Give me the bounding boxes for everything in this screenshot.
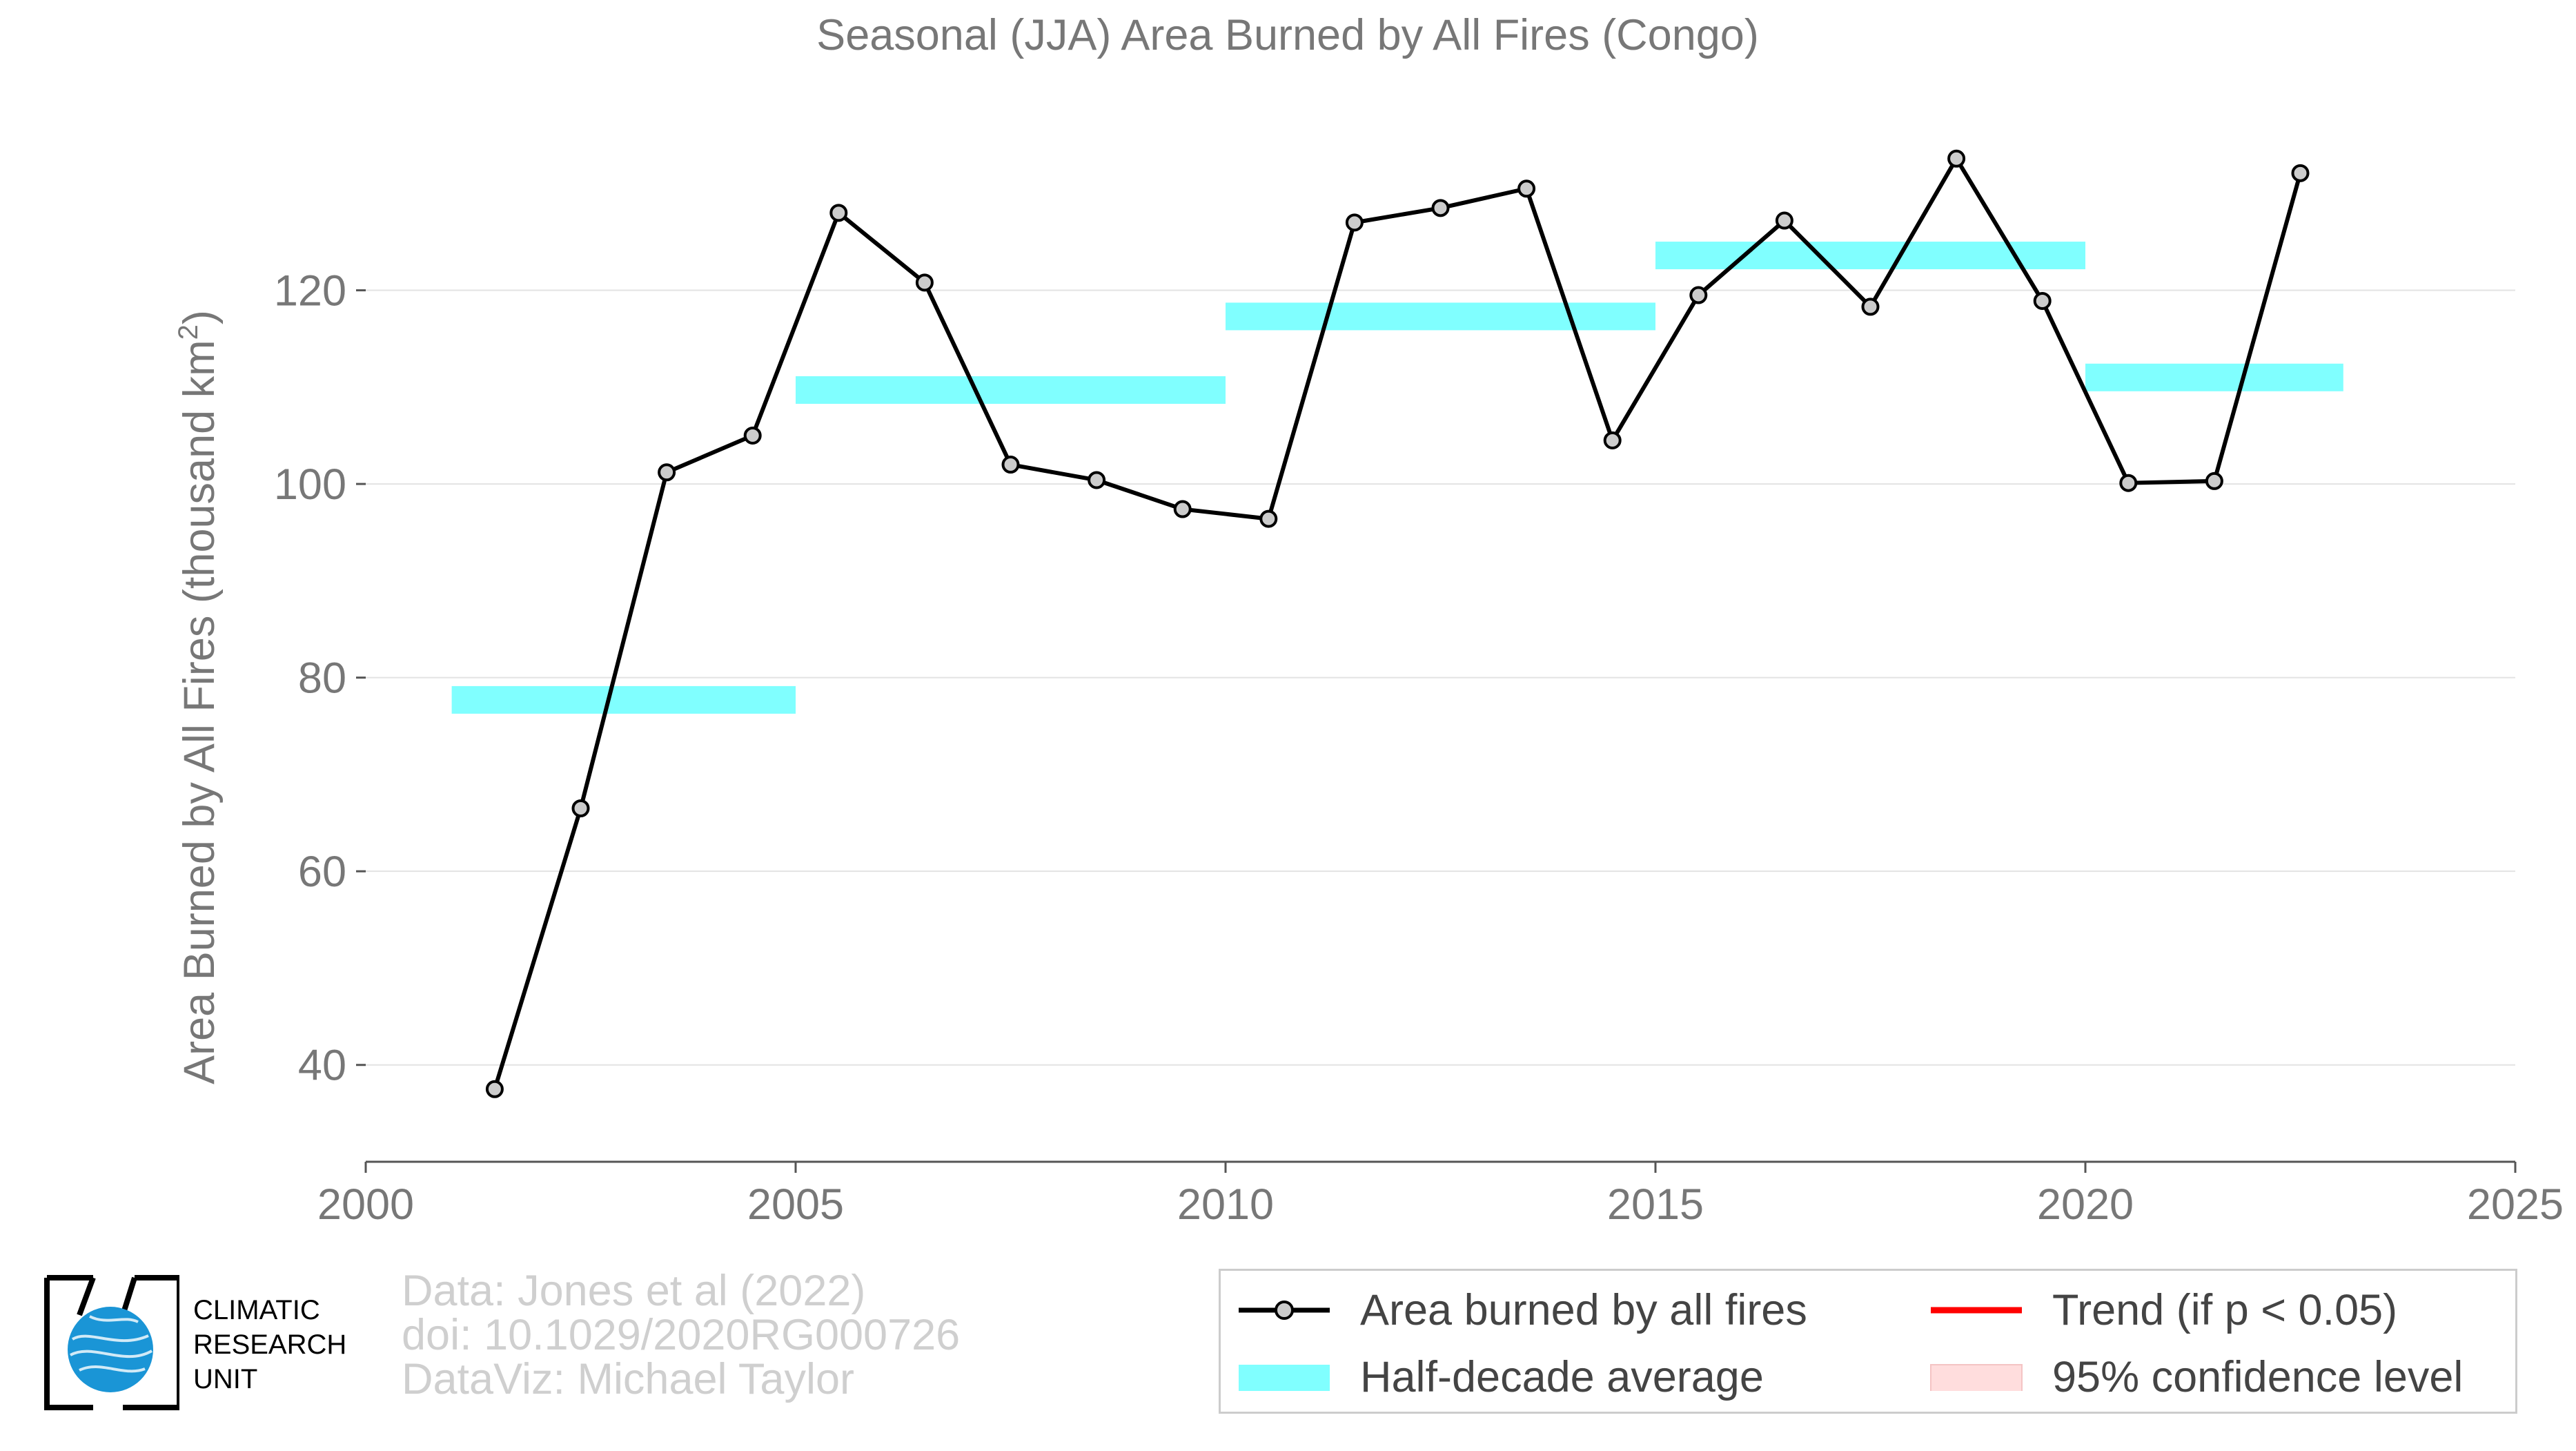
data-point bbox=[658, 463, 676, 482]
legend-item-area-burned: Area burned by all fires bbox=[1236, 1283, 1807, 1338]
half-decade-bar bbox=[1226, 302, 1655, 331]
legend-swatch-confidence bbox=[1930, 1364, 2023, 1391]
y-axis-label-close: ) bbox=[175, 310, 224, 324]
data-point bbox=[1689, 286, 1708, 304]
half-decade-bands bbox=[451, 242, 2343, 714]
y-axis-label: Area Burned by All Fires (thousand km2) bbox=[173, 310, 224, 1084]
footer-doi: doi: 10.1029/2020RG000726 bbox=[402, 1311, 961, 1359]
y-tick-label: 40 bbox=[298, 1042, 346, 1090]
cru-globe-icon bbox=[44, 1275, 182, 1410]
data-point bbox=[485, 1080, 504, 1098]
x-tick-label: 2015 bbox=[1607, 1180, 1704, 1229]
half-decade-bar bbox=[2085, 363, 2343, 391]
logo-line-2: RESEARCH bbox=[193, 1330, 347, 1360]
legend-item-half-decade: Half-decade average bbox=[1236, 1350, 1764, 1405]
y-axis-label-main: Area Burned by All Fires (thousand km bbox=[175, 340, 224, 1084]
x-tick-label: 2000 bbox=[317, 1180, 414, 1229]
legend-item-trend: Trend (if p < 0.05) bbox=[1928, 1283, 2397, 1338]
data-point bbox=[1345, 213, 1364, 232]
chart-legend: Area burned by all fires Trend (if p < 0… bbox=[1219, 1269, 2517, 1414]
grid-lines bbox=[366, 289, 2515, 1066]
y-tick-label: 60 bbox=[298, 848, 346, 896]
footer-credits: Data: Jones et al (2022) doi: 10.1029/20… bbox=[402, 1269, 960, 1401]
data-point bbox=[1173, 500, 1192, 518]
data-point bbox=[743, 426, 762, 445]
cru-logo-text: CLIMATIC RESEARCH UNIT bbox=[193, 1293, 346, 1396]
x-tick-label: 2020 bbox=[2037, 1180, 2134, 1229]
legend-label-confidence: 95% confidence level bbox=[2052, 1353, 2464, 1401]
x-tick-label: 2025 bbox=[2467, 1180, 2564, 1229]
data-point bbox=[1775, 211, 1793, 230]
chart-title: Seasonal (JJA) Area Burned by All Fires … bbox=[816, 11, 1759, 59]
data-point bbox=[1603, 431, 1622, 449]
legend-swatch-trend bbox=[1931, 1307, 2022, 1314]
data-point bbox=[2033, 291, 2052, 310]
cru-logo: CLIMATIC RESEARCH UNIT bbox=[41, 1274, 373, 1412]
data-point bbox=[2119, 474, 2138, 492]
y-axis-label-sup: 2 bbox=[173, 324, 204, 340]
series-line bbox=[493, 156, 2303, 1090]
legend-swatch-half-decade bbox=[1239, 1365, 1330, 1391]
half-decade-bar bbox=[796, 376, 1226, 405]
logo-line-3: UNIT bbox=[193, 1364, 258, 1394]
data-point bbox=[1001, 456, 1020, 474]
data-point bbox=[1431, 199, 1450, 217]
data-point bbox=[1088, 471, 1106, 489]
data-point bbox=[2291, 164, 2310, 182]
x-tick-label: 2005 bbox=[747, 1180, 844, 1229]
data-point bbox=[1947, 149, 1966, 168]
data-point bbox=[571, 799, 590, 818]
data-point bbox=[1517, 179, 1536, 198]
data-point bbox=[829, 204, 848, 222]
data-point bbox=[1861, 298, 1880, 316]
logo-line-1: CLIMATIC bbox=[193, 1295, 320, 1325]
legend-label-trend: Trend (if p < 0.05) bbox=[2052, 1286, 2398, 1334]
legend-label-half-decade: Half-decade average bbox=[1360, 1353, 1764, 1401]
legend-swatch-line-marker bbox=[1239, 1301, 1330, 1320]
half-decade-bar bbox=[451, 685, 796, 714]
data-point bbox=[1259, 509, 1278, 528]
footer-dataviz: DataViz: Michael Taylor bbox=[402, 1355, 854, 1403]
y-tick-label: 120 bbox=[274, 267, 346, 315]
series-layer bbox=[485, 149, 2310, 1098]
data-point bbox=[915, 273, 934, 292]
data-point bbox=[2205, 471, 2223, 490]
y-tick-label: 100 bbox=[274, 460, 346, 509]
legend-label-area-burned: Area burned by all fires bbox=[1360, 1286, 1807, 1334]
x-tick-label: 2010 bbox=[1177, 1180, 1274, 1229]
footer-data-source: Data: Jones et al (2022) bbox=[402, 1267, 866, 1315]
legend-item-confidence: 95% confidence level bbox=[1928, 1350, 2463, 1405]
axes: 40 60 80 100 120 2000 2005 2010 2015 2020 2025 bbox=[274, 267, 2564, 1229]
y-tick-label: 80 bbox=[298, 654, 346, 703]
